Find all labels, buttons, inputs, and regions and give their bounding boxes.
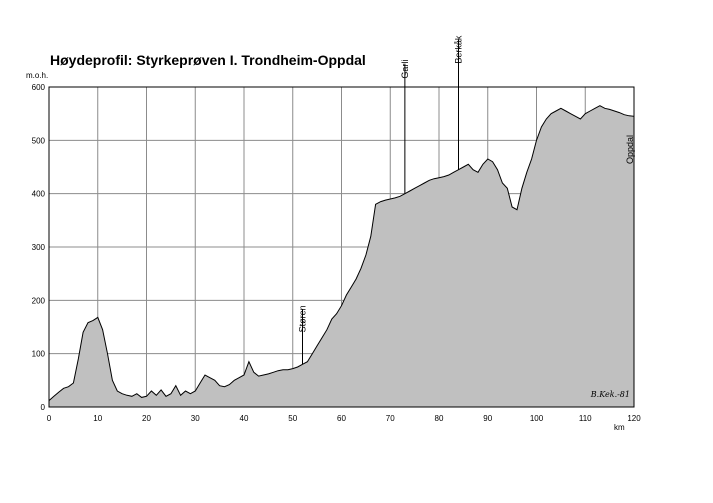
y-tick-label: 0 [41, 403, 46, 412]
annotation-label: Støren [298, 305, 308, 332]
x-tick-label: 60 [337, 414, 346, 423]
x-tick-label: 100 [530, 414, 544, 423]
y-tick-label: 600 [32, 83, 46, 92]
y-tick-label: 100 [32, 350, 46, 359]
elevation-area [48, 105, 635, 408]
chart-title: Høydeprofil: Styrkeprøven I. Trondheim-O… [50, 52, 366, 68]
annotation-label: Berkåk [454, 35, 464, 64]
y-tick-label: 200 [32, 296, 46, 305]
y-tick-label: 300 [32, 243, 46, 252]
signature: B.Kek.-81 [590, 390, 630, 399]
y-tick-label: 400 [32, 190, 46, 199]
annotation: Garli [400, 60, 410, 194]
y-tick-label: 500 [32, 136, 46, 145]
plot-frame [48, 86, 635, 408]
y-axis-label: m.o.h. [26, 71, 48, 80]
annotation: Oppdal [625, 135, 635, 164]
x-tick-label: 20 [142, 414, 151, 423]
x-tick-label: 50 [288, 414, 297, 423]
x-tick-label: 80 [435, 414, 444, 423]
x-axis-ticks: 0 10 20 30 40 50 60 70 80 90 100 110 120 [47, 414, 641, 423]
x-tick-label: 110 [579, 414, 592, 423]
x-tick-label: 0 [47, 414, 52, 423]
x-axis-label: km [614, 423, 625, 432]
x-tick-label: 30 [191, 414, 200, 423]
annotation-label: Oppdal [625, 135, 635, 164]
y-axis-ticks: 0 100 200 300 400 500 600 [32, 83, 46, 412]
annotation-label: Garli [400, 60, 410, 79]
x-tick-label: 40 [240, 414, 249, 423]
x-tick-label: 120 [627, 414, 641, 423]
x-tick-label: 10 [93, 414, 102, 423]
x-tick-label: 70 [386, 414, 395, 423]
annotation: Berkåk [454, 35, 464, 170]
place-annotations: Støren Garli Berkåk Oppdal [298, 35, 635, 365]
annotation: Støren [298, 305, 308, 365]
x-tick-label: 90 [483, 414, 492, 423]
